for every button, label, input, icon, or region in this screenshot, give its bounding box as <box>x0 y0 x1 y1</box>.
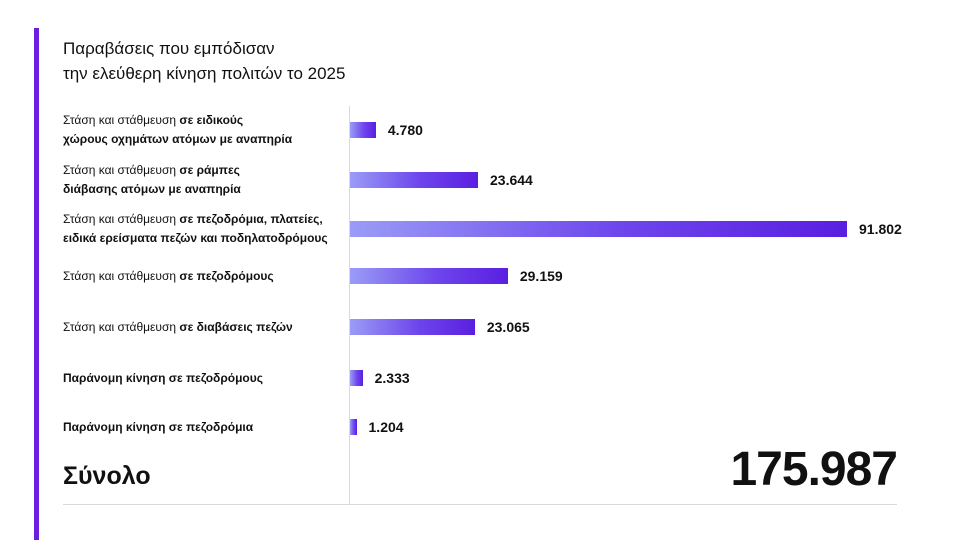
category-label-part: σε πεζοδρόμους <box>179 268 274 283</box>
category-label-part: χώρους οχημάτων ατόμων με αναπηρία <box>63 132 293 146</box>
bar <box>350 268 508 284</box>
category-label-part: σε ειδικούς <box>179 113 244 127</box>
category-label: Στάση και στάθμευση σε πεζοδρόμια, πλατε… <box>63 210 343 248</box>
category-label-part: Στάση και στάθμευση <box>63 212 180 226</box>
bar-value-label: 91.802 <box>859 221 902 237</box>
category-label-part: Στάση και στάθμευση <box>63 113 180 127</box>
category-label-part: σε πεζοδρόμια, πλατείες, <box>179 212 323 226</box>
chart-title: Παραβάσεις που εμπόδισαν την ελεύθερη κί… <box>63 36 483 86</box>
category-label: Παράνομη κίνηση σε πεζοδρόμια <box>63 418 343 437</box>
chart-title-line-1: Παραβάσεις που εμπόδισαν <box>63 39 275 58</box>
bar <box>350 370 363 386</box>
total-label: Σύνολο <box>63 462 151 490</box>
category-label-part: ειδικά ερείσματα πεζών και ποδηλατοδρόμο… <box>63 231 328 245</box>
bar-value-label: 23.065 <box>486 319 530 335</box>
category-label-part: διάβασης ατόμων με αναπηρία <box>63 182 241 196</box>
bar-value-label: 29.159 <box>519 268 563 284</box>
category-label-part: Στάση και στάθμευση <box>63 163 180 177</box>
accent-line <box>34 28 39 540</box>
bar <box>350 221 847 237</box>
category-label: Στάση και στάθμευση σε ράμπες διάβασης ατ… <box>63 161 343 199</box>
bar <box>350 319 475 335</box>
category-label-part: Στάση και στάθμευση <box>63 268 180 283</box>
category-label-part: Παράνομη κίνηση σε πεζοδρόμους <box>63 370 263 385</box>
bar <box>350 419 357 435</box>
bar <box>350 172 478 188</box>
axis-line <box>349 106 350 504</box>
category-label: Στάση και στάθμευση σε ειδικούς χώρους οχ… <box>63 111 343 149</box>
category-label: Παράνομη κίνηση σε πεζοδρόμους <box>63 369 343 388</box>
chart-title-line-2: την ελεύθερη κίνηση πολιτών το 2025 <box>63 64 346 83</box>
total-value: 175.987 <box>730 443 898 496</box>
bar-value-label: 4.780 <box>387 122 423 138</box>
bar-value-label: 23.644 <box>490 172 533 188</box>
category-label-part: Στάση και στάθμευση <box>63 319 180 334</box>
category-label-part: σε ράμπες <box>179 163 240 177</box>
bottom-divider <box>63 504 897 505</box>
category-label: Στάση και στάθμευση σε πεζοδρόμους <box>63 267 343 286</box>
category-label-part: Παράνομη κίνηση σε πεζοδρόμια <box>63 419 254 434</box>
bar-value-label: 1.204 <box>368 419 404 435</box>
category-label-part: σε διαβάσεις πεζών <box>179 319 293 334</box>
category-label: Στάση και στάθμευση σε διαβάσεις πεζών <box>63 318 343 337</box>
bar <box>350 122 376 138</box>
bar-value-label: 2.333 <box>374 370 410 386</box>
